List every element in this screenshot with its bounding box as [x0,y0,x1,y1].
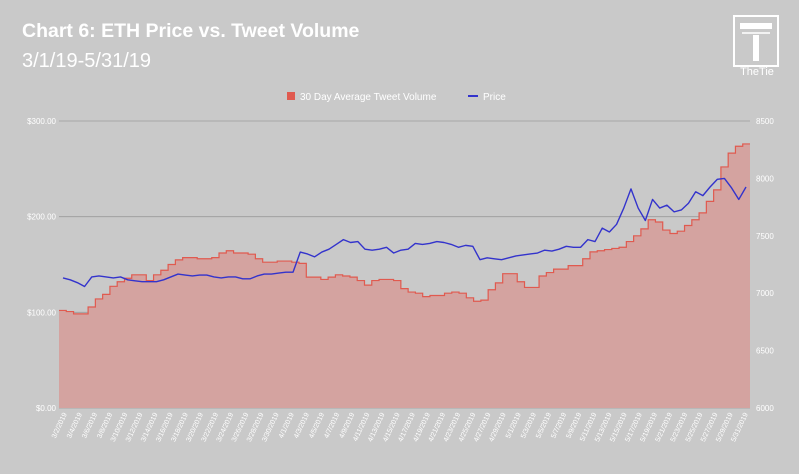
chart-title: Chart 6: ETH Price vs. Tweet Volume [22,20,360,42]
volume-area-fill [59,143,750,408]
right-axis-tick-label: 6500 [756,347,774,356]
right-axis-tick-label: 8500 [756,117,774,126]
left-axis-tick-label: $300.00 [27,117,56,126]
logo-wordmark: TheTie [740,66,774,78]
right-axis-tick-label: 7500 [756,232,774,241]
left-axis-tick-label: $0.00 [36,404,57,413]
right-axis-tick-label: 7000 [756,289,774,298]
legend: 30 Day Average Tweet Volume Price [287,92,506,103]
left-axis-tick-label: $200.00 [27,213,56,222]
legend-label-price: Price [483,92,506,103]
volume-area-series [59,143,750,408]
legend-label-tweet-volume: 30 Day Average Tweet Volume [300,92,437,103]
volume-area-outline [59,143,750,315]
right-axis-tick-label: 6000 [756,404,774,413]
price-line-series [62,177,747,288]
chart-subtitle: 3/1/19-5/31/19 [22,50,151,72]
right-axis-tick-label: 8000 [756,174,774,183]
price-line [62,177,747,288]
t-logo-icon [733,15,779,67]
left-axis-tick-label: $100.00 [27,308,56,317]
legend-swatch-tweet-volume [287,92,295,100]
